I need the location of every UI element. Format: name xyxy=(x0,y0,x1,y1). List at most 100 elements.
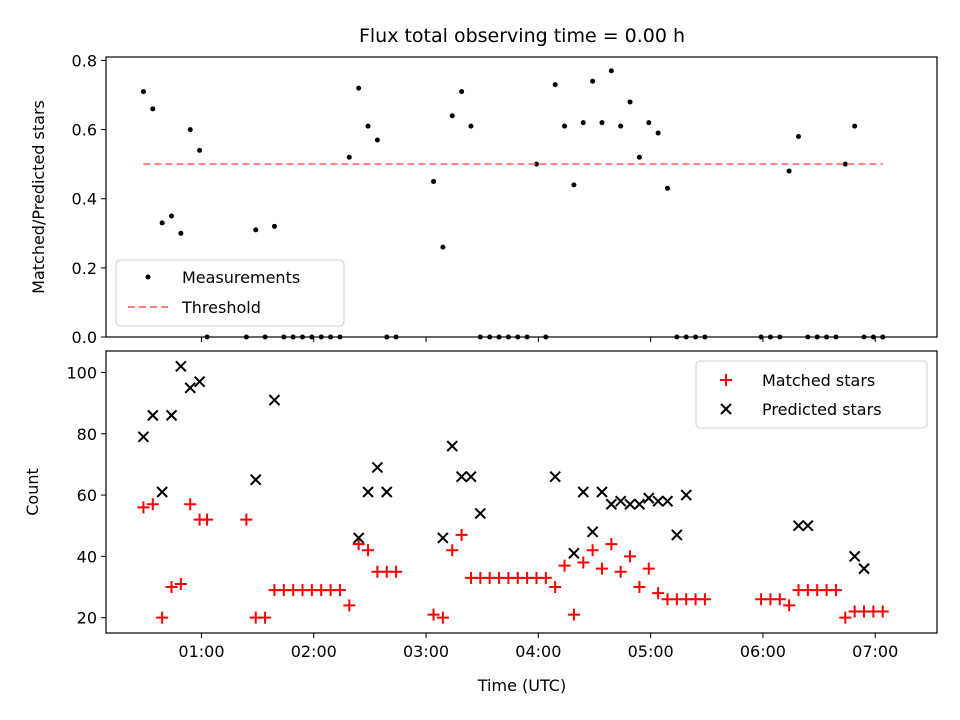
measurement-point xyxy=(187,127,193,133)
measurement-point xyxy=(178,230,184,236)
matched-stars-point xyxy=(605,538,618,551)
top-legend-box xyxy=(115,259,345,327)
predicted-stars-point xyxy=(165,409,178,422)
matched-stars-point xyxy=(174,577,187,590)
predicted-stars-point xyxy=(371,461,384,474)
legend-label-predicted: Predicted stars xyxy=(762,400,882,419)
y-tick-label: 100 xyxy=(66,363,97,382)
y-tick-label: 0.0 xyxy=(72,328,97,347)
measurement-point xyxy=(552,82,558,88)
measurement-point xyxy=(580,120,586,126)
measurement-point xyxy=(459,89,465,95)
measurement-point xyxy=(150,106,156,112)
predicted-stars-point xyxy=(577,486,589,498)
y-tick-label: 0.2 xyxy=(72,259,97,278)
y-tick-label: 0.4 xyxy=(72,190,97,209)
predicted-stars-point xyxy=(624,498,636,510)
measurement-point xyxy=(253,227,259,233)
measurement-point xyxy=(449,113,455,119)
matched-stars-point xyxy=(586,544,599,557)
x-tick-label: 04:00 xyxy=(515,642,561,661)
measurement-point xyxy=(468,123,474,129)
matched-stars-point xyxy=(165,581,178,594)
measurement-point xyxy=(842,161,848,167)
predicted-stars-point xyxy=(596,486,608,498)
measurement-point xyxy=(159,220,165,226)
predicted-stars-point xyxy=(671,529,683,541)
measurement-point xyxy=(786,168,792,174)
y-tick-label: 0.8 xyxy=(72,51,97,70)
matched-stars-point xyxy=(773,593,786,606)
matched-stars-point xyxy=(259,611,272,624)
predicted-stars-point xyxy=(362,486,374,498)
measurement-point xyxy=(590,78,596,84)
predicted-stars-point xyxy=(352,532,365,544)
legend-marker-predicted xyxy=(720,403,732,415)
measurement-point xyxy=(365,123,371,129)
measurement-point xyxy=(608,68,614,74)
matched-stars-point xyxy=(146,498,159,511)
matched-stars-point xyxy=(567,608,580,621)
matched-stars-point xyxy=(446,544,459,557)
matched-stars-point xyxy=(558,559,571,572)
matched-stars-point xyxy=(652,587,665,600)
legend-label-threshold: Threshold xyxy=(181,298,261,317)
y-tick-label: 60 xyxy=(77,486,97,505)
matched-stars-point xyxy=(240,513,253,526)
top-plot: 0.0 0.2 0.4 0.6 0.8 xyxy=(72,51,886,347)
x-tick-label: 02:00 xyxy=(291,642,337,661)
matched-stars-point xyxy=(876,605,889,618)
predicted-stars-point xyxy=(175,360,187,373)
y-tick-label: 20 xyxy=(77,609,97,628)
measurement-point xyxy=(346,154,352,160)
measurement-point xyxy=(618,123,624,129)
measurement-point xyxy=(599,120,605,126)
top-legend: Measurements Threshold xyxy=(115,259,345,327)
chart-title: Flux total observing time = 0.00 h xyxy=(359,25,685,47)
matched-stars-point xyxy=(614,565,627,578)
predicted-stars-point xyxy=(455,470,468,483)
bottom-xlabel: Time (UTC) xyxy=(477,676,566,695)
predicted-stars-point xyxy=(633,498,646,510)
matched-stars-point xyxy=(390,565,403,578)
bottom-axes-frame xyxy=(105,350,938,634)
bottom-ylabel: Count xyxy=(23,468,42,516)
x-tick-label: 01:00 xyxy=(178,642,224,661)
measurement-point xyxy=(169,213,175,219)
predicted-stars-point xyxy=(147,409,159,422)
x-tick-label: 05:00 xyxy=(628,642,674,661)
top-axes-frame xyxy=(105,56,938,338)
measurement-point xyxy=(796,134,801,140)
predicted-stars-point xyxy=(643,492,655,504)
matched-stars-point xyxy=(362,544,375,557)
matched-stars-point xyxy=(201,513,214,526)
legend-label-measurements: Measurements xyxy=(182,268,300,287)
matched-stars-point xyxy=(455,528,468,541)
x-tick-label: 06:00 xyxy=(740,642,786,661)
matched-stars-point xyxy=(539,571,552,584)
y-tick-label: 40 xyxy=(77,547,97,566)
matched-stars-point xyxy=(352,538,365,551)
matched-stars-point xyxy=(633,581,646,594)
measurement-point xyxy=(664,185,670,191)
predicted-stars-point xyxy=(568,547,580,560)
predicted-stars-point xyxy=(652,495,664,507)
predicted-stars-point xyxy=(792,520,805,532)
predicted-stars-point xyxy=(381,486,393,498)
predicted-stars-point xyxy=(614,495,627,507)
measurement-point xyxy=(636,154,642,160)
y-tick-label: 0.6 xyxy=(72,121,97,140)
legend-marker-matched xyxy=(720,374,732,386)
predicted-stars-point xyxy=(661,495,674,507)
measurement-point xyxy=(431,178,437,184)
measurement-point xyxy=(646,120,652,126)
bottom-legend: Matched stars Predicted stars xyxy=(695,360,928,429)
predicted-stars-point xyxy=(474,507,487,520)
predicted-stars-point xyxy=(137,431,150,443)
matched-stars-point xyxy=(698,593,711,606)
matched-stars-point xyxy=(436,611,449,624)
matched-stars-point xyxy=(156,611,169,624)
measurement-point xyxy=(140,89,146,95)
predicted-stars-point xyxy=(446,440,458,452)
